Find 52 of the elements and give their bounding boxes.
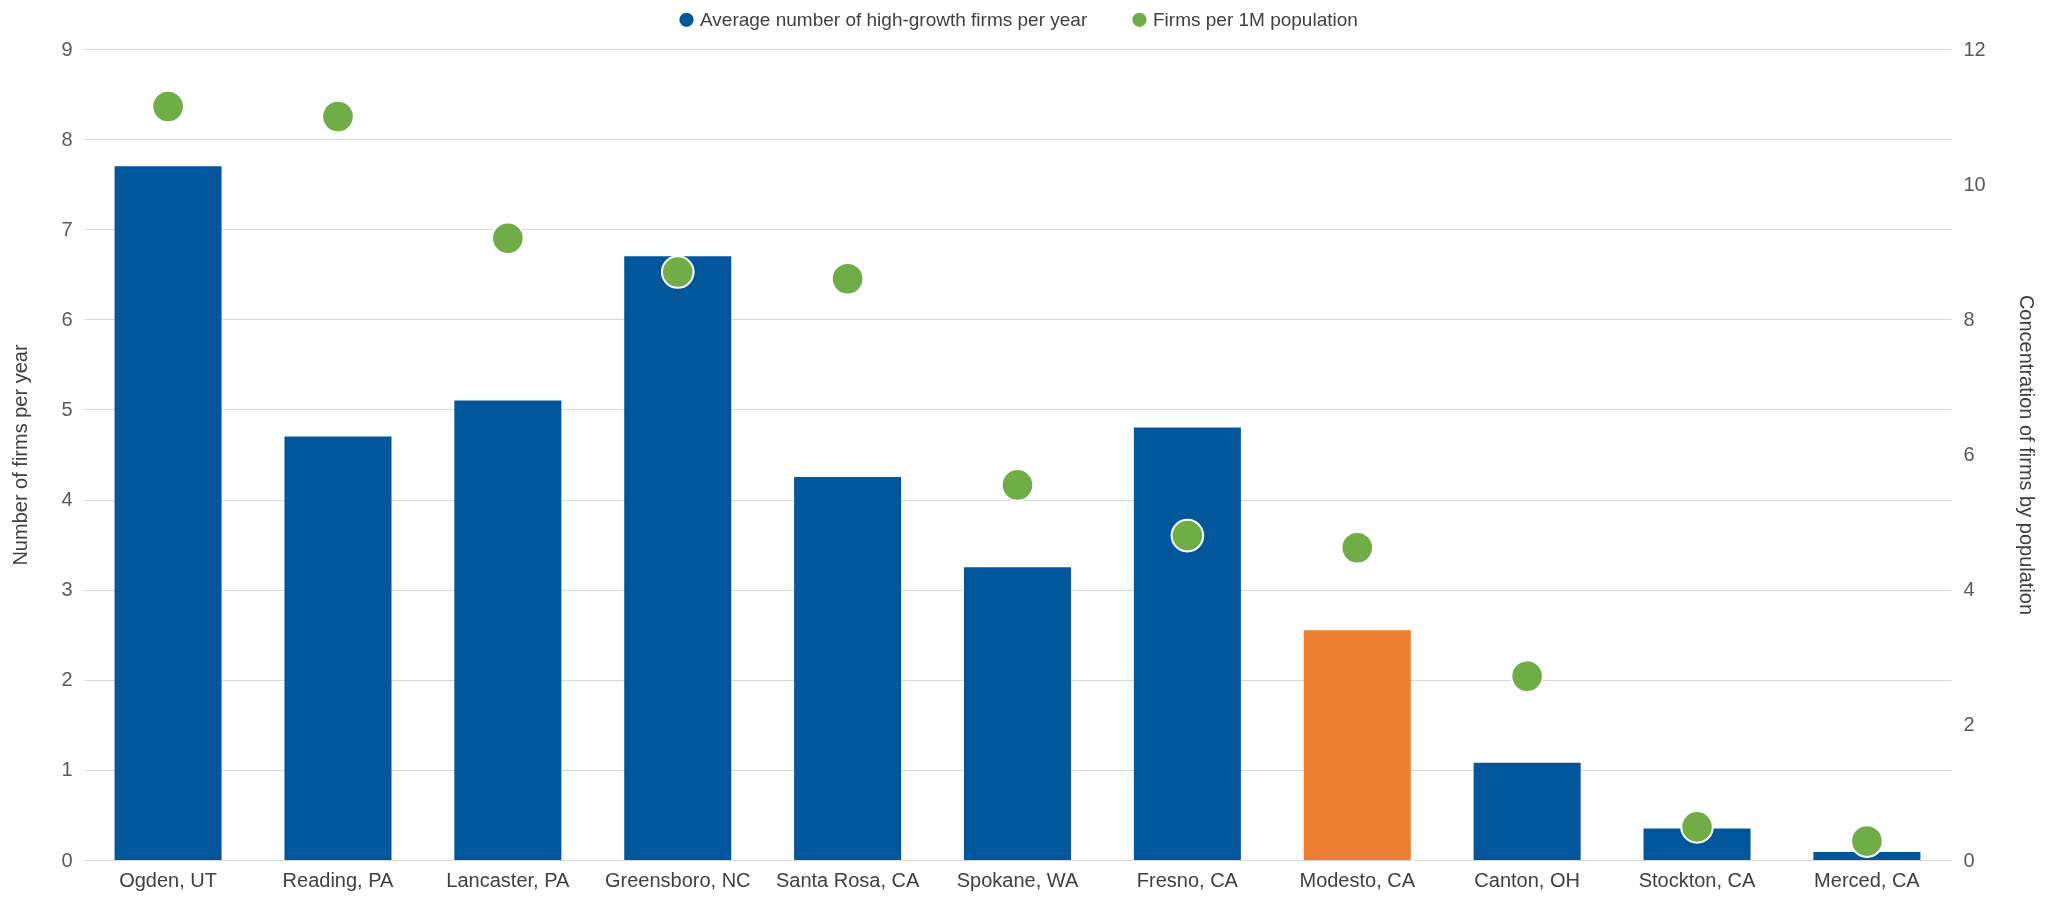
bar	[963, 567, 1072, 860]
x-tick-label: Fresno, CA	[1136, 868, 1239, 891]
x-tick-label: Santa Rosa, CA	[775, 868, 920, 891]
point	[1510, 659, 1544, 693]
x-tick-label: Lancaster, PA	[446, 868, 571, 891]
y2-tick-label: 8	[1963, 307, 1975, 330]
y-tick-label: 2	[61, 668, 73, 691]
point	[830, 262, 865, 296]
y-tick-label: 6	[61, 307, 73, 330]
bar	[1303, 630, 1411, 860]
x-tick-label: Stockton, CA	[1638, 868, 1757, 891]
bar	[624, 256, 732, 860]
x-tick-label: Spokane, WA	[956, 868, 1079, 891]
y2-tick-label: 12	[1963, 37, 1986, 60]
point	[1000, 468, 1035, 502]
bar	[454, 400, 562, 860]
y-tick-label: 1	[61, 758, 73, 781]
x-tick-label: Merced, CA	[1814, 868, 1921, 891]
y2-tick-label: 6	[1963, 443, 1975, 465]
bar	[1133, 427, 1241, 860]
y2-tick-label: 10	[1963, 172, 1986, 195]
y-tick-label: 9	[61, 37, 73, 60]
y-tick-label: 3	[61, 578, 73, 601]
bar	[1473, 762, 1581, 860]
x-tick-label: Greensboro, NC	[604, 868, 751, 891]
y-tick-label: 4	[61, 488, 73, 511]
y2-tick-label: 2	[1963, 713, 1975, 736]
y-tick-label: 8	[61, 127, 73, 150]
point	[1850, 824, 1884, 858]
legend-label: Firms per 1M population	[1153, 8, 1358, 30]
point	[151, 89, 185, 124]
x-tick-label: Reading, PA	[282, 868, 395, 891]
y2-axis-title: Concentration of firms by population	[2015, 294, 2038, 616]
bar	[284, 436, 392, 860]
point	[321, 99, 355, 134]
point	[1170, 518, 1205, 553]
point	[1680, 810, 1714, 844]
point	[491, 221, 525, 256]
point	[660, 255, 695, 289]
x-tick-label: Modesto, CA	[1299, 868, 1416, 891]
bar	[114, 166, 222, 860]
y2-tick-label: 0	[1963, 848, 1975, 871]
legend-label: Average number of high-growth firms per year	[700, 8, 1088, 30]
y-axis-title: Number of firms per year	[9, 344, 32, 566]
x-tick-label: Canton, OH	[1474, 868, 1580, 891]
point	[1340, 530, 1375, 565]
y2-tick-label: 4	[1963, 578, 1975, 601]
y-tick-label: 0	[61, 848, 73, 871]
x-tick-label: Ogden, UT	[119, 868, 218, 891]
y-tick-label: 7	[61, 217, 73, 240]
y-tick-label: 5	[61, 397, 73, 420]
bar	[794, 477, 902, 860]
